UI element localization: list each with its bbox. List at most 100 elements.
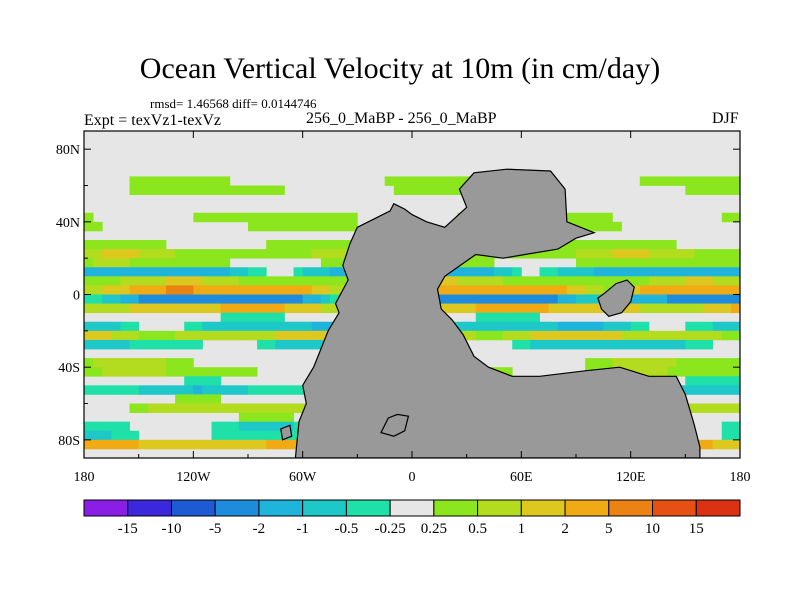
field-cell — [229, 185, 240, 195]
field-cell — [184, 339, 194, 350]
field-cell — [703, 403, 714, 413]
field-cell — [93, 430, 103, 441]
field-cell — [503, 294, 513, 304]
field-cell — [120, 321, 130, 332]
field-cell — [248, 430, 258, 441]
field-cell — [202, 439, 212, 450]
field-cell — [220, 367, 231, 377]
field-cell — [93, 330, 103, 341]
field-cell — [402, 176, 413, 186]
field-cell — [175, 394, 185, 404]
field-cell — [138, 330, 149, 341]
field-cell — [266, 276, 276, 286]
land-eastern-landmass — [597, 279, 635, 317]
colorbar-swatch — [520, 499, 566, 517]
field-cell — [639, 276, 650, 286]
field-cell — [93, 367, 103, 377]
field-cell — [648, 358, 659, 368]
field-cell — [129, 294, 140, 304]
field-cell — [248, 421, 258, 432]
field-cell — [84, 221, 94, 232]
field-cell — [220, 421, 231, 432]
field-cell — [238, 403, 249, 413]
field-cell — [475, 294, 486, 304]
field-cell — [257, 321, 267, 332]
field-cell — [457, 267, 468, 277]
field-cell — [576, 294, 586, 304]
field-cell — [220, 249, 231, 259]
field-cell — [612, 240, 622, 250]
field-cell — [703, 385, 714, 395]
field-cell — [557, 303, 568, 314]
field-cell — [730, 294, 740, 304]
field-cell — [248, 321, 258, 332]
field-cell — [102, 303, 112, 314]
field-cell — [330, 249, 340, 259]
field-cell — [512, 303, 522, 314]
field-cell — [229, 267, 240, 277]
field-cell — [156, 439, 167, 450]
field-cell — [93, 294, 103, 304]
field-cell — [138, 303, 149, 314]
field-cell — [457, 321, 468, 332]
field-cell — [621, 240, 632, 250]
field-cell — [330, 276, 340, 286]
field-cell — [302, 330, 313, 341]
field-cell — [248, 412, 258, 423]
field-cell — [466, 330, 477, 341]
field-cell — [220, 330, 231, 341]
field-cell — [721, 285, 732, 295]
field-cell — [129, 176, 140, 186]
field-cell — [138, 385, 149, 395]
field-cell — [248, 276, 258, 286]
field-cell — [302, 285, 313, 295]
field-cell — [229, 321, 240, 332]
field-cell — [594, 276, 604, 286]
field-cell — [612, 258, 622, 268]
field-cell — [494, 294, 504, 304]
field-cell — [521, 276, 531, 286]
field-cell — [220, 321, 231, 332]
field-cell — [156, 176, 167, 186]
field-cell — [166, 176, 176, 186]
field-cell — [93, 439, 103, 450]
field-cell — [156, 276, 167, 286]
field-cell — [694, 376, 704, 386]
field-cell — [676, 294, 686, 304]
field-cell — [202, 249, 212, 259]
field-cell — [166, 358, 176, 368]
field-cell — [630, 358, 641, 368]
field-cell — [685, 303, 695, 314]
field-cell — [648, 258, 659, 268]
field-cell — [639, 294, 650, 304]
field-cell — [166, 249, 176, 259]
field-cell — [202, 276, 212, 286]
field-cell — [120, 276, 130, 286]
field-cell — [111, 385, 121, 395]
field-cell — [539, 285, 550, 295]
field-cell — [339, 249, 349, 259]
field-cell — [284, 294, 294, 304]
field-cell — [512, 312, 522, 323]
field-cell — [220, 403, 231, 413]
field-cell — [566, 285, 577, 295]
field-cell — [156, 330, 167, 341]
field-cell — [93, 249, 103, 259]
field-cell — [694, 294, 704, 304]
field-cell — [694, 385, 704, 395]
field-cell — [639, 176, 650, 186]
field-cell — [229, 303, 240, 314]
field-cell — [129, 303, 140, 314]
field-cell — [120, 249, 130, 259]
field-cell — [576, 321, 586, 332]
field-cell — [694, 176, 704, 186]
field-cell — [585, 285, 595, 295]
field-cell — [93, 385, 103, 395]
field-cell — [266, 421, 276, 432]
field-cell — [594, 285, 604, 295]
field-cell — [712, 185, 723, 195]
field-cell — [238, 367, 249, 377]
field-cell — [639, 358, 650, 368]
field-cell — [439, 294, 449, 304]
axes: 180 120W 60W 0 60E 120E 180 80N 40N 0 40S 80S — [56, 131, 751, 485]
